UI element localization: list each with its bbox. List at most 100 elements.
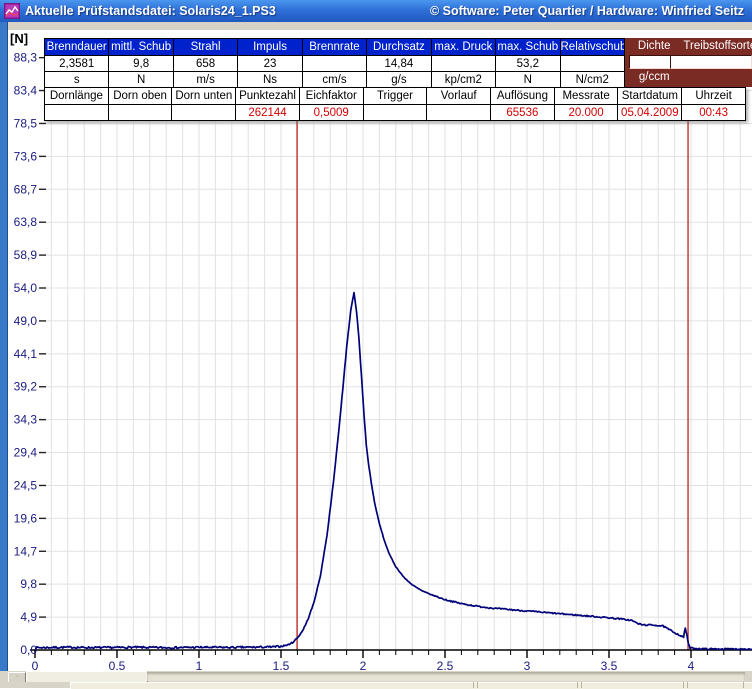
results-col-header: Brennrate (301, 38, 368, 56)
app-icon (4, 3, 20, 19)
window-left-border (0, 22, 8, 672)
settings-col-value: 0,5009 (298, 104, 364, 121)
y-tick-label: 68,7 (14, 182, 38, 196)
thrust-curve (34, 291, 752, 651)
results-col-value: 9,8 (108, 55, 174, 72)
y-tick-label: 0,0 (20, 643, 37, 657)
scrollbar-track[interactable] (147, 672, 745, 681)
results-col-value (559, 55, 625, 72)
y-tick-label: 88,3 (14, 51, 38, 65)
bottom-divider (581, 682, 582, 688)
x-tick-label: 2 (360, 659, 367, 673)
settings-table: Dornlänge Dorn oben Dorn unten Punktezahl Ei… (44, 87, 746, 121)
bottom-divider (687, 682, 688, 688)
x-tick-label: 4 (688, 659, 695, 673)
y-tick-label: 24,5 (14, 478, 38, 492)
results-col-value (301, 55, 368, 72)
client-top-strip (0, 22, 752, 30)
x-tick-label: 3.5 (601, 659, 618, 673)
horizontal-scrollbar[interactable]: · (0, 671, 752, 683)
settings-col-header: Vorlauf (426, 87, 492, 105)
y-tick-label: 83,4 (14, 84, 38, 98)
bottom-strip (0, 682, 752, 689)
x-tick-label: 0 (32, 659, 39, 673)
results-col-header: max. Druck (430, 38, 497, 56)
bottom-divider (577, 682, 578, 688)
settings-col-header: Eichfaktor (298, 87, 364, 105)
results-col-unit: cm/s (301, 71, 368, 88)
propellant-panel: Dichte Treibstoffsorte g/ccm (625, 38, 752, 87)
settings-col-header: Dorn oben (107, 87, 173, 105)
x-tick-label: 0.5 (109, 659, 126, 673)
density-input[interactable] (629, 55, 671, 69)
settings-col-value: 65536 (490, 104, 555, 121)
settings-col-value (426, 104, 492, 121)
results-col-header: Durchsatz (366, 38, 432, 56)
settings-col-value (44, 104, 109, 121)
settings-col-header: Trigger (362, 87, 428, 105)
x-tick-label: 3 (524, 659, 531, 673)
results-col-unit: N (495, 71, 561, 88)
settings-col-value (107, 104, 173, 121)
results-col-header: Brenndauer (43, 38, 110, 56)
results-col-value (430, 55, 497, 72)
results-header-row: Brenndauer mittl. Schub Strahl Impuls Brennr… (43, 38, 625, 56)
results-col-unit: m/s (172, 71, 239, 88)
y-tick-label: 78,5 (14, 116, 38, 130)
results-table: Brenndauer mittl. Schub Strahl Impuls Brennr… (43, 38, 625, 88)
propellant-type-label: Treibstoffsorte (683, 40, 752, 52)
y-tick-label: 73,6 (14, 149, 38, 163)
results-col-value: 23 (237, 55, 303, 72)
results-col-header: Relativschub (559, 38, 625, 56)
settings-col-header: Startdatum (617, 87, 683, 105)
results-col-value: 658 (172, 55, 239, 72)
results-col-unit: s (43, 71, 110, 88)
results-col-header: Impuls (237, 38, 303, 56)
results-col-value: 53,2 (495, 55, 561, 72)
y-tick-label: 4,9 (20, 610, 37, 624)
y-tick-label: 29,4 (14, 446, 38, 460)
window-title: Aktuelle Prüfstandsdatei: Solaris24_1.PS… (25, 4, 276, 18)
y-tick-label: 19,6 (14, 511, 38, 525)
results-col-unit: N (108, 71, 174, 88)
y-tick-label: 9,8 (20, 577, 37, 591)
settings-col-value (362, 104, 428, 121)
results-col-unit: N/cm2 (559, 71, 625, 88)
x-tick-label: 2.5 (437, 659, 454, 673)
settings-col-value: 20.000 (553, 104, 619, 121)
settings-col-header: Punktezahl (235, 87, 300, 105)
settings-col-header: Dorn unten (171, 87, 237, 105)
density-label: Dichte (637, 40, 671, 52)
propellant-type-input[interactable] (670, 55, 752, 69)
y-tick-label: 54,0 (14, 281, 38, 295)
density-unit-label: g/ccm (638, 71, 670, 83)
x-tick-label: 1.5 (273, 659, 290, 673)
settings-col-header: Dornlänge (44, 87, 109, 105)
title-bar: Aktuelle Prüfstandsdatei: Solaris24_1.PS… (0, 0, 752, 22)
results-col-unit: g/s (366, 71, 432, 88)
results-col-value: 14,84 (366, 55, 432, 72)
settings-col-value (171, 104, 237, 121)
bottom-divider (743, 682, 744, 688)
bottom-divider (473, 682, 474, 688)
results-col-header: mittl. Schub (108, 38, 174, 56)
y-tick-label: 34,3 (14, 413, 38, 427)
bottom-divider (683, 682, 684, 688)
x-tick-label: 1 (196, 659, 203, 673)
results-col-value: 2,3581 (43, 55, 110, 72)
y-tick-label: 58,9 (14, 248, 38, 262)
y-axis-unit-label: [N] (10, 31, 29, 46)
y-tick-label: 49,0 (14, 314, 38, 328)
y-tick-label: 63,8 (14, 215, 38, 229)
results-value-row: 2,3581 9,8 658 23 14,84 53,2 (43, 55, 625, 72)
results-col-header: max. Schub (495, 38, 561, 56)
credits-text: © Software: Peter Quartier / Hardware: W… (429, 4, 744, 18)
y-tick-label: 39,2 (14, 380, 38, 394)
settings-col-header: Uhrzeit (681, 87, 746, 105)
settings-col-value: 00:43 (681, 104, 746, 121)
results-col-unit: Ns (237, 71, 303, 88)
bottom-panel (70, 682, 752, 689)
y-tick-label: 44,1 (14, 347, 38, 361)
